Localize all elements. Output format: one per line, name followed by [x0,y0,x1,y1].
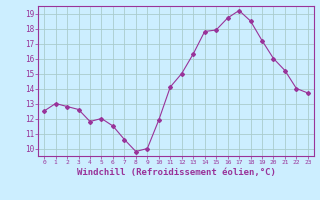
X-axis label: Windchill (Refroidissement éolien,°C): Windchill (Refroidissement éolien,°C) [76,168,276,177]
